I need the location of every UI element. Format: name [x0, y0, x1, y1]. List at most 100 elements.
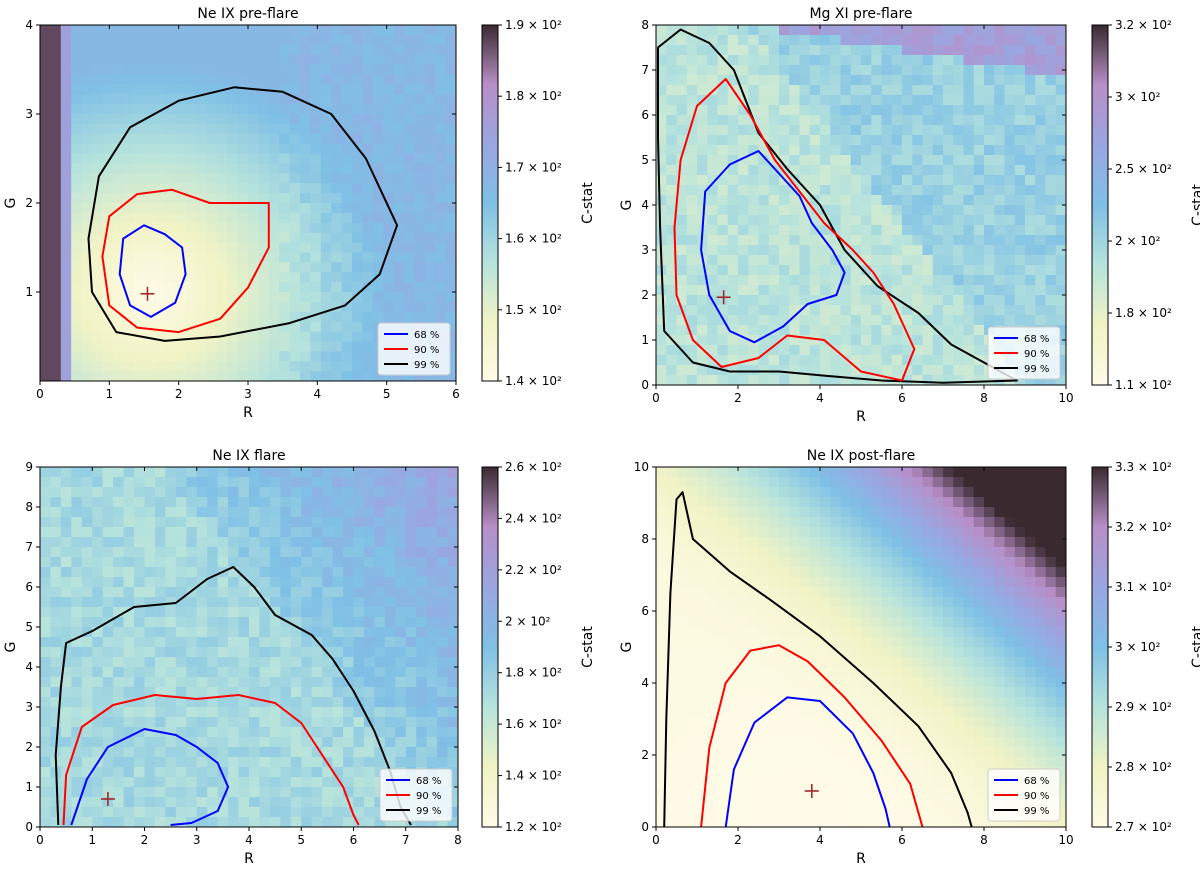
heatmap-cell [830, 315, 841, 325]
heatmap-cell [40, 223, 51, 233]
heatmap-cell [249, 617, 260, 627]
heatmap-cell [677, 477, 688, 487]
heatmap-cell [687, 245, 698, 255]
heatmap-cell [697, 55, 708, 65]
heatmap-cell [217, 262, 228, 272]
heatmap-cell [40, 817, 51, 827]
heatmap-cell [82, 35, 93, 45]
heatmap-cell [404, 272, 415, 282]
heatmap-cell [1046, 45, 1057, 55]
heatmap-cell [789, 345, 800, 355]
heatmap-cell [322, 677, 333, 687]
heatmap-cell [165, 272, 176, 282]
heatmap-cell [748, 537, 759, 547]
heatmap-cell [124, 707, 135, 717]
heatmap-cell [92, 322, 103, 332]
heatmap-cell [446, 262, 457, 272]
heatmap-cell [155, 627, 166, 637]
heatmap-cell [103, 557, 114, 567]
heatmap-cell [738, 617, 749, 627]
heatmap-cell [953, 325, 964, 335]
heatmap-cell [310, 282, 321, 292]
heatmap-cell [974, 305, 985, 315]
heatmap-cell [404, 154, 415, 164]
heatmap-cell [186, 497, 197, 507]
heatmap-cell [279, 25, 290, 35]
heatmap-cell [248, 55, 259, 65]
heatmap-cell [343, 537, 354, 547]
heatmap-cell [933, 365, 944, 375]
heatmap-cell [738, 717, 749, 727]
heatmap-cell [71, 45, 82, 55]
heatmap-cell [912, 275, 923, 285]
heatmap-cell [800, 25, 811, 35]
heatmap-cell [779, 45, 790, 55]
heatmap-cell [227, 25, 238, 35]
heatmap-cell [697, 597, 708, 607]
heatmap-cell [92, 134, 103, 144]
heatmap-cell [333, 467, 344, 477]
heatmap-cell [310, 371, 321, 381]
heatmap-cell [964, 295, 975, 305]
heatmap-cell [134, 547, 145, 557]
heatmap-cell [217, 322, 228, 332]
heatmap-cell [176, 467, 187, 477]
heatmap-cell [217, 193, 228, 203]
heatmap-cell [197, 537, 208, 547]
heatmap-cell [155, 747, 166, 757]
heatmap-cell [352, 55, 363, 65]
heatmap-cell [258, 361, 269, 371]
heatmap-cell [425, 292, 436, 302]
heatmap-cell [165, 757, 176, 767]
heatmap-cell [718, 245, 729, 255]
heatmap-cell [134, 557, 145, 567]
heatmap-cell [61, 233, 72, 243]
heatmap-cell [738, 817, 749, 827]
heatmap-cell [425, 233, 436, 243]
heatmap-cell [71, 292, 82, 302]
heatmap-cell [437, 587, 448, 597]
heatmap-cell [984, 275, 995, 285]
heatmap-cell [738, 305, 749, 315]
heatmap-cell [40, 173, 51, 183]
heatmap-cell [385, 687, 396, 697]
heatmap-cell [196, 272, 207, 282]
heatmap-cell [61, 183, 72, 193]
heatmap-cell [165, 351, 176, 361]
heatmap-cell [227, 124, 238, 134]
heatmap-cell [404, 233, 415, 243]
heatmap-cell [738, 195, 749, 205]
heatmap-cell [364, 667, 375, 677]
heatmap-cell [165, 371, 176, 381]
heatmap-cell [124, 627, 135, 637]
heatmap-cell [994, 55, 1005, 65]
heatmap-cell [687, 817, 698, 827]
heatmap-cell [175, 84, 186, 94]
heatmap-cell [144, 25, 155, 35]
heatmap-cell [342, 361, 353, 371]
heatmap-cell [446, 252, 457, 262]
heatmap-cell [239, 477, 250, 487]
heatmap-cell [697, 617, 708, 627]
heatmap-cell [92, 677, 103, 687]
heatmap-cell [656, 687, 667, 697]
heatmap-cell [416, 727, 427, 737]
heatmap-cell [113, 687, 124, 697]
heatmap-cell [300, 272, 311, 282]
heatmap-cell [310, 332, 321, 342]
heatmap-cell [882, 175, 893, 185]
heatmap-cell [352, 35, 363, 45]
heatmap-cell [113, 223, 124, 233]
heatmap-cell [165, 727, 176, 737]
heatmap-cell [666, 55, 677, 65]
heatmap-cell [748, 657, 759, 667]
heatmap-cell [61, 607, 72, 617]
heatmap-cell [71, 302, 82, 312]
heatmap-cell [1046, 55, 1057, 65]
heatmap-cell [374, 557, 385, 567]
heatmap-cell [687, 345, 698, 355]
heatmap-cell [666, 185, 677, 195]
heatmap-cell [912, 95, 923, 105]
heatmap-cell [134, 527, 145, 537]
heatmap-cell [197, 757, 208, 767]
